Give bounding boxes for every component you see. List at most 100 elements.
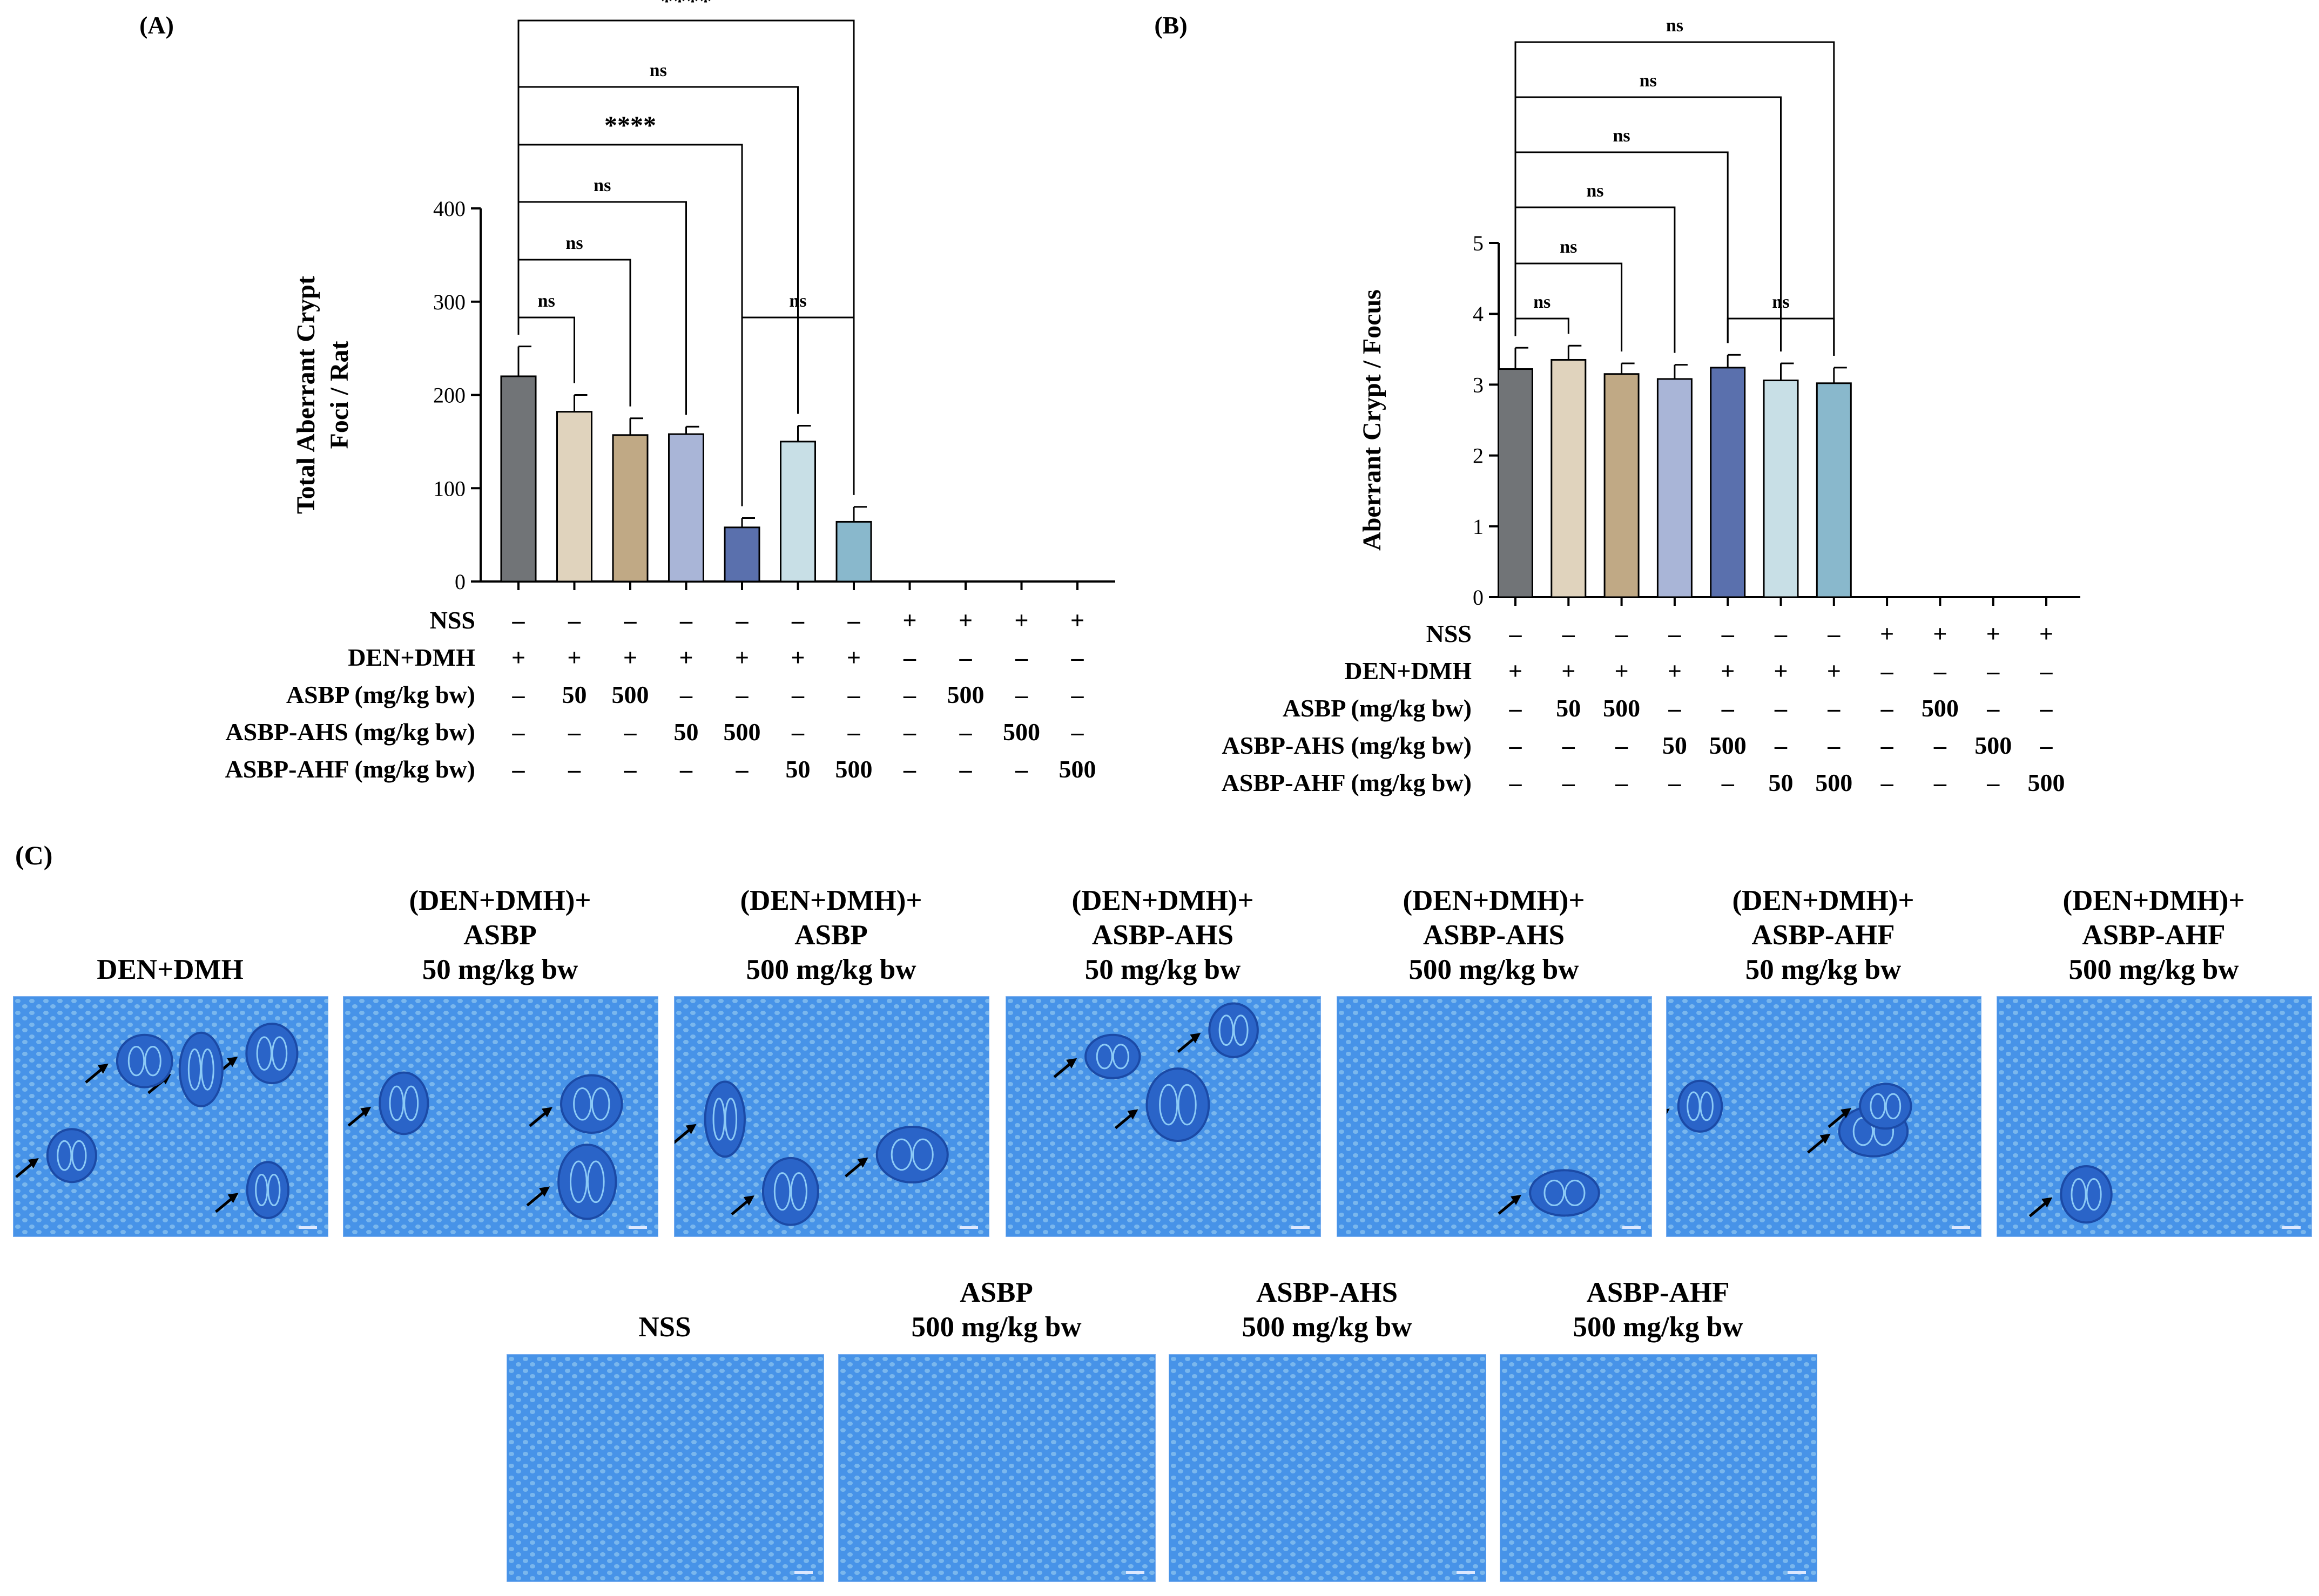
tissue-texture: [1169, 1355, 1486, 1581]
table-cell: –: [679, 681, 693, 708]
y-tick-label: 0: [455, 570, 466, 594]
arrow-head-icon: [542, 1107, 553, 1118]
crypt-lumen: [724, 1098, 738, 1141]
table-cell: 50: [1662, 732, 1687, 759]
table-cell: –: [1509, 769, 1522, 796]
table-cell: –: [959, 718, 973, 746]
table-cell: –: [2040, 694, 2053, 722]
crypt-lumen: [200, 1048, 214, 1091]
crypt-lumen: [1096, 1044, 1113, 1070]
micrograph-image: [674, 996, 989, 1237]
scale-bar: [299, 1226, 317, 1229]
table-cell: –: [1668, 694, 1681, 722]
table-cell: 50: [562, 681, 587, 708]
table-row-label: ASBP (mg/kg bw): [1283, 694, 1472, 722]
micrograph: [838, 1354, 1156, 1582]
table-cell: +: [791, 644, 805, 671]
table-cell: +: [1933, 620, 1947, 647]
crypt-lumen: [1885, 1093, 1902, 1120]
table-cell: +: [2039, 620, 2053, 647]
caption-text: NSS: [638, 1262, 691, 1344]
micrograph-image: [838, 1354, 1156, 1582]
significance-ns: ns: [1586, 181, 1603, 201]
y-tick-label: 0: [1473, 585, 1484, 610]
micrograph-image: [1500, 1354, 1817, 1582]
table-cell: –: [791, 718, 805, 746]
significance-ns: ns: [1772, 292, 1789, 312]
arrow-head-icon: [360, 1106, 372, 1117]
scale-bar: [629, 1226, 647, 1229]
table-row-label: DEN+DMH: [1344, 657, 1472, 685]
bar: [556, 411, 592, 583]
significance-bracket: [517, 86, 799, 414]
table-row-label: NSS: [1426, 620, 1472, 647]
table-cell: –: [1774, 620, 1788, 647]
y-tick-label: 200: [433, 383, 466, 408]
caption-line: 500 mg/kg bw: [911, 1311, 1082, 1343]
significance-ns: ns: [565, 233, 583, 253]
micrograph-image: [507, 1354, 824, 1582]
crypt-lumen: [2071, 1178, 2087, 1211]
table-cell: +: [847, 644, 861, 671]
arrow-head-icon: [28, 1158, 39, 1168]
table-cell: –: [1774, 694, 1788, 722]
table-cell: +: [567, 644, 581, 671]
table-cell: –: [1615, 620, 1628, 647]
crypt-lumen: [1177, 1084, 1197, 1126]
tissue-texture: [839, 1355, 1155, 1581]
caption-line: DEN+DMH: [97, 954, 244, 985]
crypt-lumen: [1870, 1093, 1886, 1120]
table-cell: –: [1933, 732, 1947, 759]
y-axis-label-line: Total Aberrant Crypt: [292, 276, 320, 514]
table-cell: –: [679, 606, 693, 634]
arrow-head-icon: [227, 1057, 238, 1067]
caption-line: 50 mg/kg bw: [422, 954, 578, 985]
crypt-lumen: [389, 1085, 405, 1121]
y-axis-label: Aberrant Crypt / Focus: [1358, 289, 1386, 551]
caption-text: (DEN+DMH)+ ASBP 500 mg/kg bw: [740, 885, 922, 987]
table-cell: +: [1508, 657, 1522, 685]
table-cell: –: [1880, 657, 1894, 685]
arrow-head-icon: [1511, 1194, 1522, 1205]
table-cell: +: [1827, 657, 1841, 685]
panel-c-label: (C): [15, 840, 53, 870]
tissue-shade: [839, 1355, 1155, 1581]
crypt-lumen: [57, 1140, 72, 1171]
table-cell: –: [512, 681, 525, 708]
y-tick-label: 5: [1473, 231, 1484, 255]
scale-bar: [1291, 1226, 1310, 1229]
table-cell: –: [1880, 769, 1894, 796]
table-cell: 50: [786, 755, 811, 783]
table-cell: –: [624, 606, 637, 634]
table-cell: –: [1827, 732, 1841, 759]
crypt-lumen: [1564, 1179, 1586, 1207]
table-cell: –: [1562, 620, 1575, 647]
micrograph-svg: [1169, 1355, 1486, 1581]
crypt-lumen: [1112, 1044, 1129, 1070]
y-tick-label: 3: [1473, 373, 1484, 397]
micrograph-image: [1997, 996, 2312, 1237]
arrow-head-icon: [97, 1063, 109, 1074]
table-cell: –: [1071, 718, 1084, 746]
table-cell: 500: [1003, 718, 1040, 746]
arrow-head-icon: [857, 1157, 868, 1168]
caption-text: (DEN+DMH)+ ASBP-AHS 500 mg/kg bw: [1403, 885, 1585, 987]
table-cell: –: [903, 644, 916, 671]
table-cell: +: [1614, 657, 1628, 685]
crypt-lumen: [403, 1085, 419, 1121]
y-tick-label: 300: [433, 290, 466, 314]
arrow-head-icon: [1190, 1033, 1201, 1044]
micrograph: [1006, 996, 1321, 1237]
crypt-lumen: [573, 1087, 592, 1121]
table-cell: –: [903, 718, 916, 746]
table-cell: 500: [1922, 694, 1959, 722]
table-row-label: ASBP-AHS (mg/kg bw): [1222, 732, 1472, 759]
table-cell: +: [1668, 657, 1682, 685]
caption-text: (DEN+DMH)+ ASBP-AHF 50 mg/kg bw: [1732, 885, 1914, 987]
table-cell: –: [624, 718, 637, 746]
table-cell: –: [903, 681, 916, 708]
tissue-shade: [1337, 997, 1651, 1236]
table-cell: 500: [724, 718, 761, 746]
y-tick-label: 400: [433, 197, 466, 221]
table-cell: +: [511, 644, 525, 671]
